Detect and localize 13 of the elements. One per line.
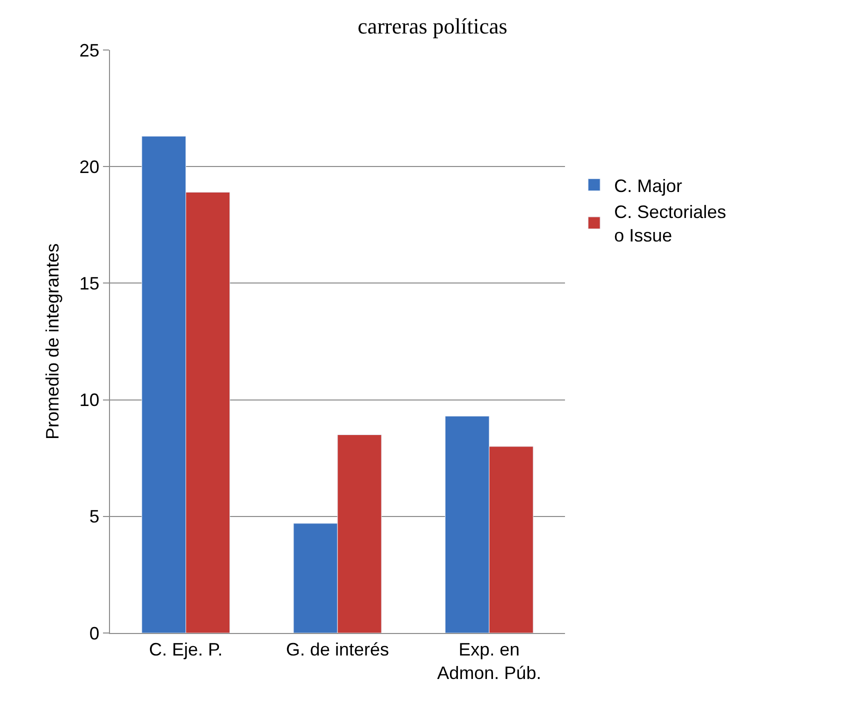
chart-title: carreras políticas (358, 13, 508, 38)
x-tick-label: G. de interés (286, 640, 390, 660)
y-tick-label: 25 (79, 40, 100, 60)
y-tick-label: 15 (79, 274, 100, 294)
x-tick-label: C. Eje. P. (148, 640, 223, 660)
legend-label: C. Sectoriales o Issue (614, 202, 726, 246)
y-axis-title: Promedio de integrantes (42, 243, 63, 440)
x-tick-label: Exp. en Admon. Púb. (437, 640, 542, 683)
y-tick-label: 5 (89, 506, 100, 527)
y-tick-label: 20 (79, 156, 100, 177)
y-tick-label: 0 (89, 623, 100, 644)
y-tick-label: 10 (79, 390, 100, 410)
legend-label: C. Major (614, 176, 682, 196)
